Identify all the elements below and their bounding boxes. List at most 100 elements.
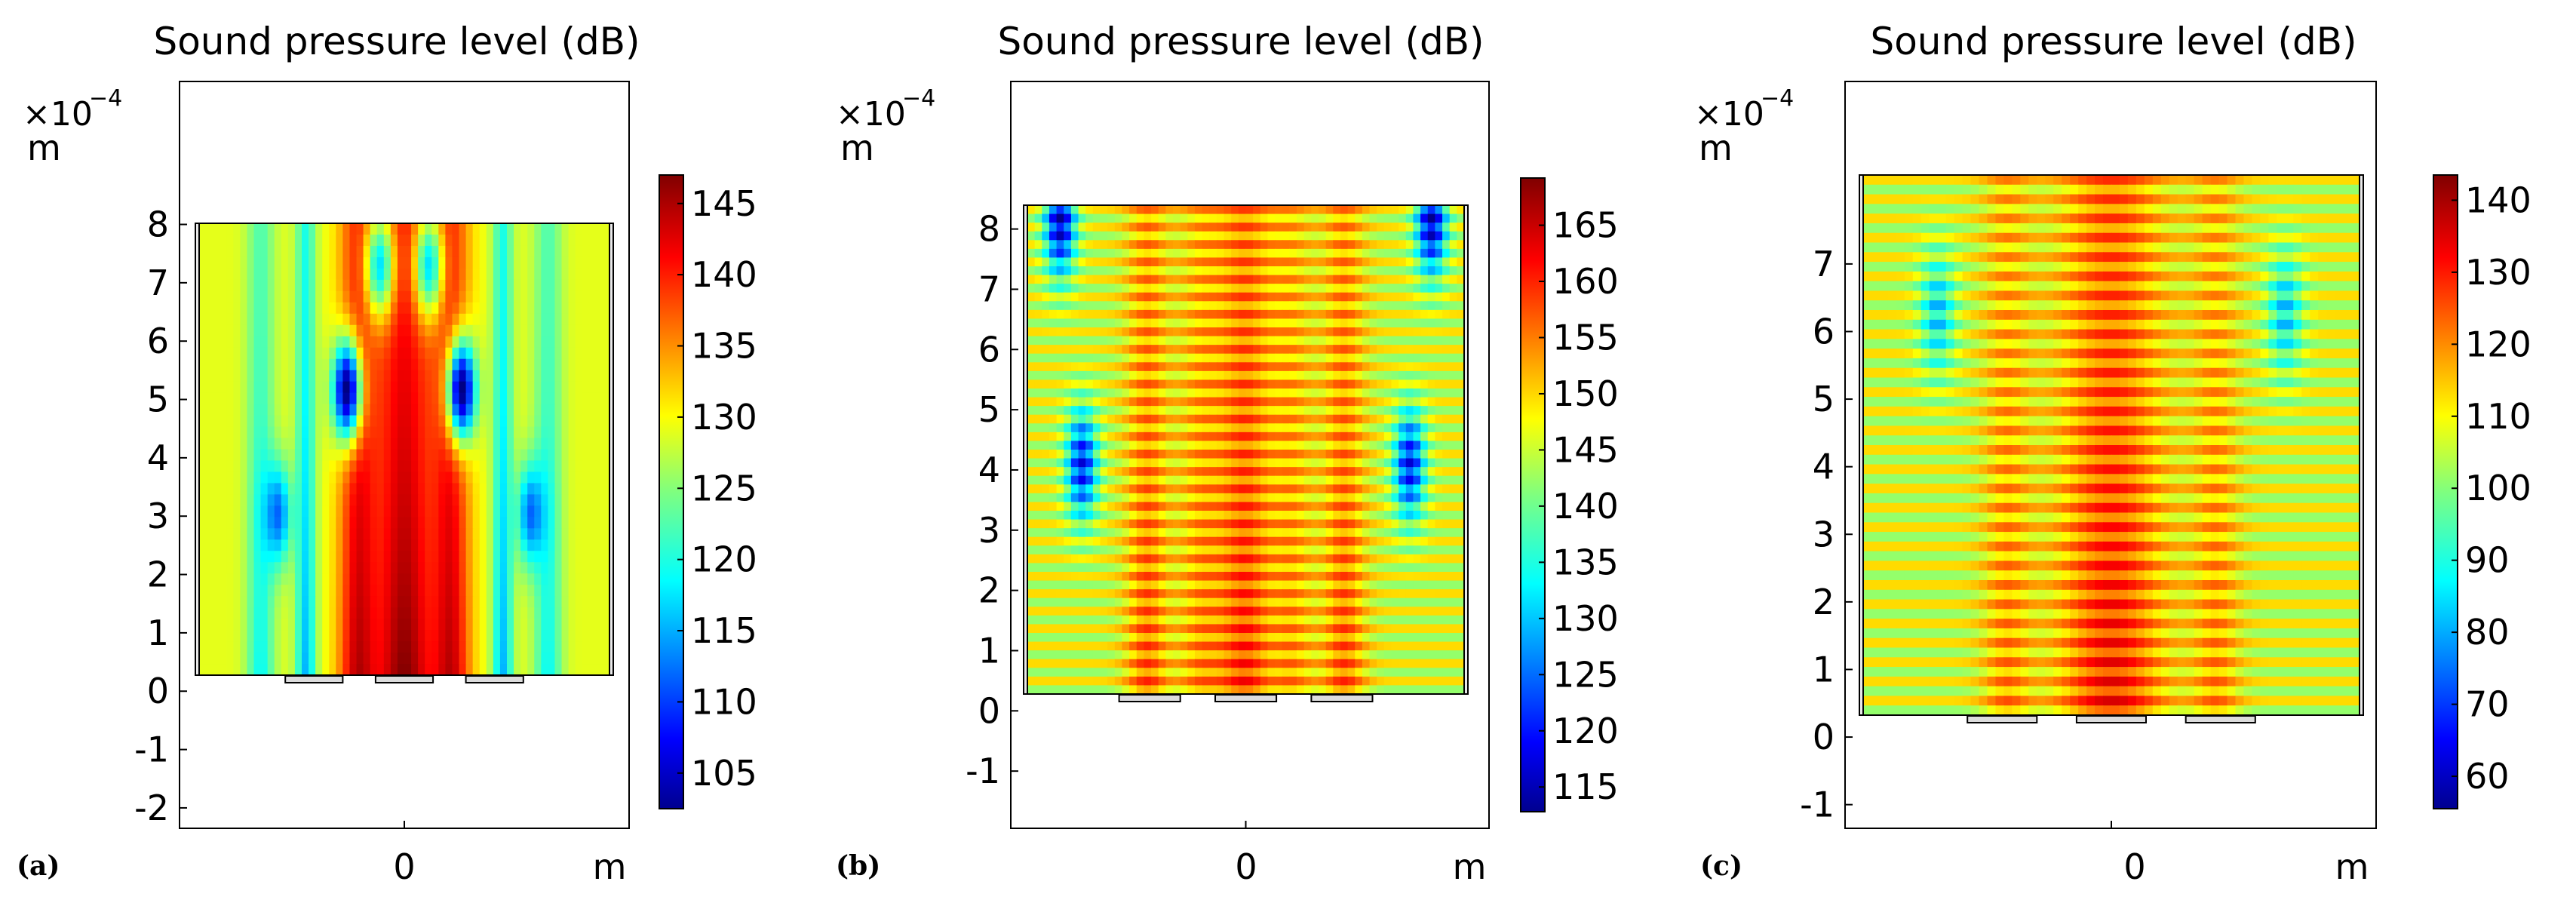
- field-cell: [309, 392, 316, 405]
- field-cell: [588, 483, 597, 495]
- field-cell: [1034, 275, 1042, 284]
- field-cell: [213, 483, 220, 495]
- field-cell: [309, 324, 316, 337]
- field-cell: [342, 562, 351, 574]
- field-cell: [247, 324, 255, 337]
- field-cell: [575, 607, 583, 619]
- field-cell: [1457, 318, 1465, 328]
- field-cell: [1136, 423, 1144, 433]
- field-cell: [294, 370, 302, 382]
- field-cell: [336, 358, 343, 371]
- field-cell: [1275, 554, 1283, 564]
- field-cell: [1194, 397, 1203, 407]
- field-cell: [1297, 362, 1305, 372]
- field-cell: [220, 438, 227, 450]
- field-cell: [1078, 284, 1086, 293]
- field-cell: [1049, 545, 1058, 555]
- field-cell: [1340, 545, 1349, 555]
- field-cell: [1333, 432, 1341, 442]
- field-cell: [1340, 475, 1349, 485]
- field-cell: [349, 653, 358, 665]
- field-cell: [199, 449, 207, 462]
- field-cell: [322, 223, 330, 235]
- field-cell: [595, 268, 603, 281]
- field-cell: [383, 460, 391, 473]
- field-cell: [322, 517, 330, 529]
- field-cell: [1085, 240, 1094, 250]
- field-cell: [588, 585, 597, 597]
- field-cell: [1275, 275, 1283, 284]
- field-cell: [1078, 379, 1086, 389]
- field-cell: [274, 268, 282, 281]
- field-cell: [445, 279, 453, 292]
- field-cell: [1056, 379, 1064, 389]
- field-cell: [1347, 493, 1356, 503]
- field-cell: [1245, 327, 1254, 337]
- field-cell: [213, 358, 220, 371]
- field-cell: [1333, 248, 1341, 259]
- field-cell: [575, 573, 583, 585]
- field-cell: [561, 279, 570, 292]
- field-cell: [1435, 450, 1443, 459]
- field-cell: [582, 370, 590, 382]
- field-cell: [1413, 406, 1421, 416]
- field-cell: [445, 505, 453, 517]
- field-cell: [1383, 223, 1392, 232]
- field-cell: [493, 223, 501, 235]
- field-cell: [1427, 536, 1435, 546]
- field-cell: [445, 596, 453, 608]
- field-cell: [1194, 423, 1203, 433]
- field-cell: [1027, 536, 1036, 546]
- field-cell: [1303, 213, 1312, 223]
- field-cell: [233, 539, 241, 551]
- field-cell: [595, 256, 603, 269]
- field-cell: [1362, 345, 1371, 355]
- field-cell: [336, 234, 343, 247]
- field-cell: [1427, 223, 1435, 232]
- field-cell: [274, 619, 282, 631]
- field-cell: [1275, 475, 1283, 485]
- field-cell: [1253, 292, 1261, 302]
- field-cell: [493, 449, 501, 462]
- field-cell: [1100, 563, 1108, 573]
- field-cell: [1275, 379, 1283, 389]
- field-cell: [1449, 423, 1457, 433]
- field-cell: [1311, 458, 1319, 468]
- field-cell: [336, 290, 343, 303]
- field-cell: [342, 471, 351, 484]
- field-cell: [602, 664, 610, 676]
- field-cell: [425, 494, 432, 506]
- field-cell: [1092, 362, 1101, 372]
- field-cell: [302, 392, 309, 405]
- field-cell: [438, 573, 446, 585]
- field-cell: [1260, 545, 1269, 555]
- field-cell: [206, 426, 213, 439]
- field-cell: [315, 596, 323, 608]
- field-cell: [294, 528, 302, 540]
- field-cell: [1420, 423, 1429, 433]
- field-cell: [438, 268, 446, 281]
- field-cell: [206, 302, 213, 315]
- field-cell: [1289, 275, 1297, 284]
- field-cell: [336, 392, 343, 405]
- field-cell: [1347, 213, 1356, 223]
- field-cell: [342, 449, 351, 462]
- field-cell: [514, 505, 521, 517]
- field-cell: [226, 630, 234, 642]
- field-cell: [1427, 432, 1435, 442]
- field-cell: [1136, 327, 1144, 337]
- field-cell: [376, 223, 385, 235]
- field-cell: [1144, 275, 1152, 284]
- field-cell: [568, 426, 576, 439]
- field-cell: [253, 664, 262, 676]
- field-cell: [1158, 275, 1166, 284]
- field-cell: [411, 483, 419, 495]
- field-cell: [1056, 493, 1064, 503]
- field-cell: [404, 392, 412, 405]
- field-cell: [1355, 475, 1363, 485]
- field-cell: [438, 347, 446, 360]
- field-cell: [452, 438, 460, 450]
- field-cell: [1165, 414, 1174, 424]
- field-cell: [1267, 257, 1276, 267]
- field-cell: [199, 370, 207, 382]
